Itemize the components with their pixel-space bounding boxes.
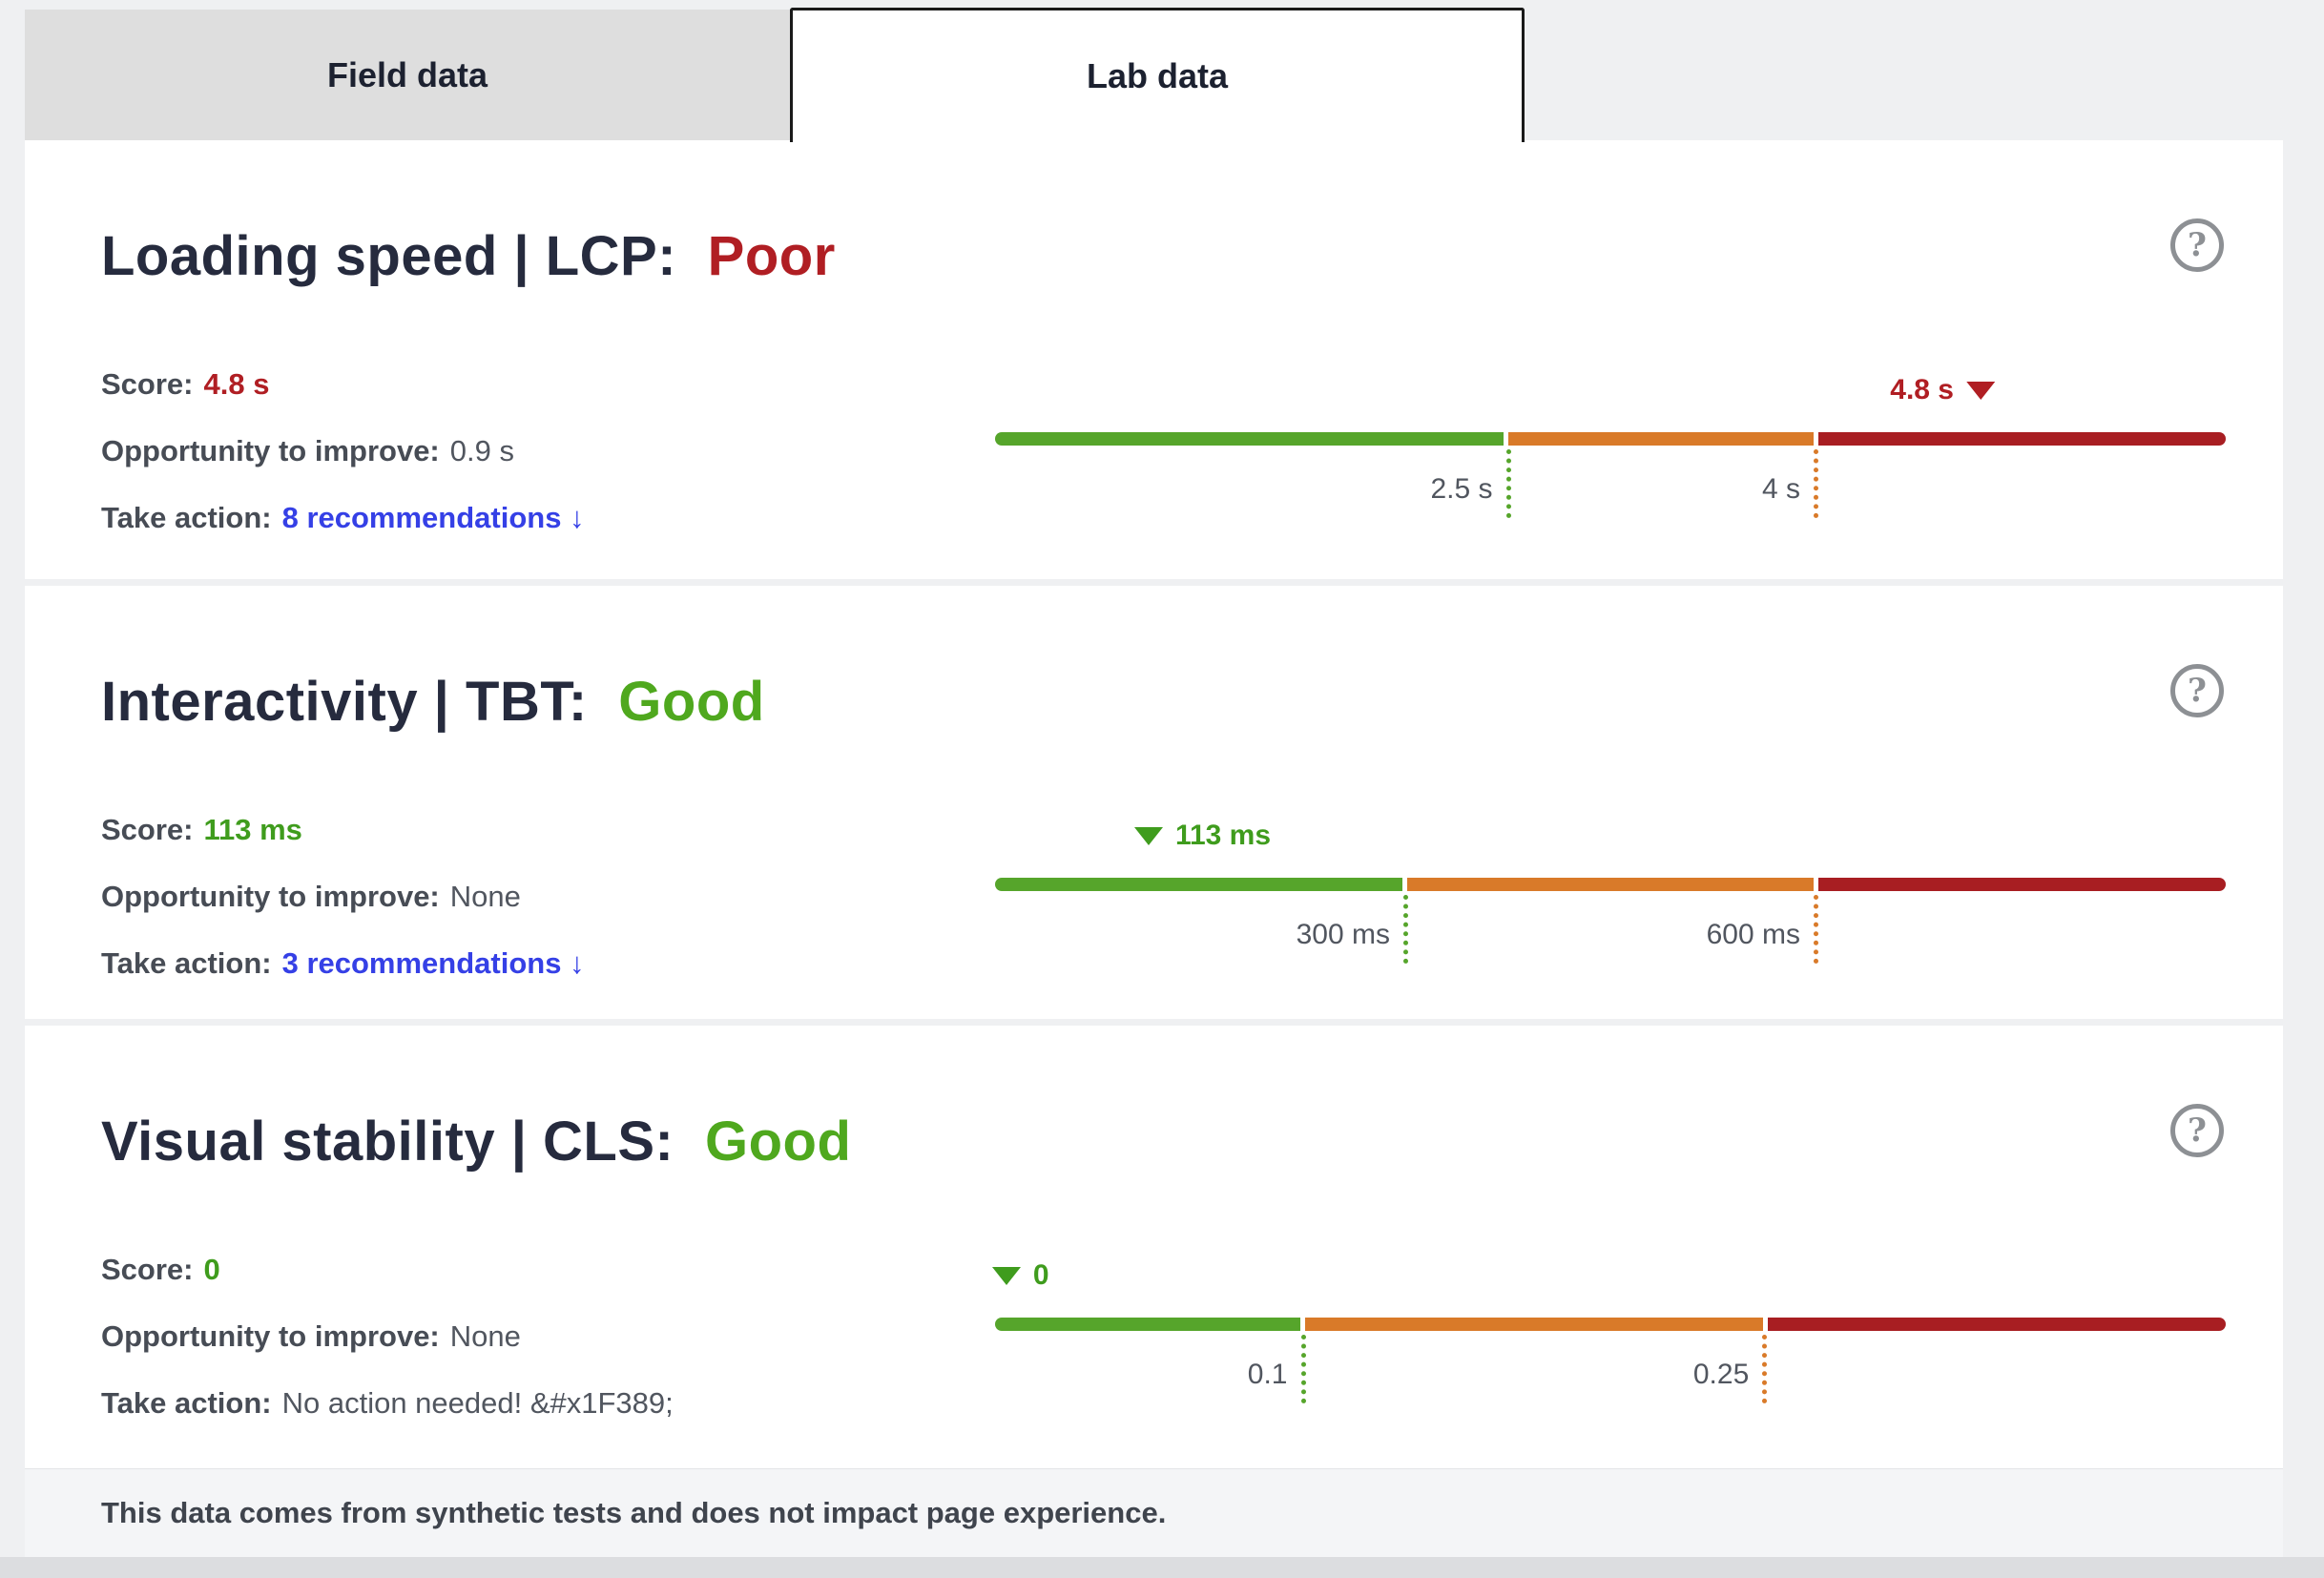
help-icon[interactable]: ? xyxy=(2170,1104,2224,1157)
threshold-line xyxy=(1403,895,1408,964)
tbt-score-row: Score: 113 ms xyxy=(101,809,302,851)
threshold-line xyxy=(1762,1335,1768,1403)
tab-field-data-label: Field data xyxy=(326,54,488,94)
threshold-tick-label: 0.25 xyxy=(1692,1359,1750,1390)
bar-track xyxy=(995,432,2226,446)
lcp-score-row: Score: 4.8 s xyxy=(101,363,269,405)
tbt-title-text: Interactivity | TBT: xyxy=(101,671,588,733)
bar-track xyxy=(995,878,2227,891)
question-mark-glyph: ? xyxy=(2188,226,2207,264)
threshold-tick-label: 300 ms xyxy=(1296,919,1390,950)
score-marker: 4.8 s xyxy=(1890,371,1995,409)
cls-take-action-row: Take action: No action needed! &#x1F389; xyxy=(101,1382,674,1424)
bar-segment-good xyxy=(995,1318,1300,1331)
tbt-take-action-row: Take action: 3 recommendations ↓ xyxy=(101,943,585,985)
take-action-label: Take action: xyxy=(101,501,272,534)
cls-threshold-bar: 0.1 0.25 0 xyxy=(991,1253,2226,1415)
tab-lab-data[interactable]: Lab data xyxy=(790,8,1525,142)
bar-segment-good xyxy=(995,432,1504,446)
score-value: 113 ms xyxy=(203,813,302,846)
footer-note: This data comes from synthetic tests and… xyxy=(101,1496,1167,1529)
threshold-line xyxy=(1814,449,1818,518)
no-action-text: No action needed! &#x1F389; xyxy=(281,1386,674,1420)
question-mark-glyph: ? xyxy=(2188,672,2207,710)
lcp-status-badge: Poor xyxy=(707,225,836,287)
score-value: 0 xyxy=(203,1253,220,1286)
page-background-strip xyxy=(0,1557,2324,1578)
metric-card-cls: Visual stability | CLS: Good ? Score: 0 … xyxy=(25,1026,2283,1468)
metric-card-tbt: Interactivity | TBT: Good ? Score: 113 m… xyxy=(25,586,2283,1019)
marker-triangle-icon xyxy=(991,1266,1021,1285)
score-label: Score: xyxy=(101,1253,194,1286)
threshold-line xyxy=(1505,449,1511,518)
cls-section-title: Visual stability | CLS: Good xyxy=(101,1110,851,1173)
threshold-tick-label: 2.5 s xyxy=(1430,473,1493,505)
opportunity-label: Opportunity to improve: xyxy=(101,1319,440,1353)
tbt-section-title: Interactivity | TBT: Good xyxy=(101,670,765,734)
marker-value: 0 xyxy=(1032,1259,1049,1291)
cls-status-badge: Good xyxy=(705,1111,852,1173)
threshold-tick-label: 600 ms xyxy=(1706,919,1800,950)
recommendations-link[interactable]: 8 recommendations ↓ xyxy=(281,501,585,534)
threshold-line xyxy=(1814,895,1818,964)
bar-segment-needs-improvement xyxy=(1406,878,1815,891)
bar-segment-needs-improvement xyxy=(1508,432,1815,446)
lcp-threshold-bar: 2.5 s 4 s 4.8 s xyxy=(995,367,2226,529)
cls-opportunity-row: Opportunity to improve: None xyxy=(101,1316,521,1358)
bar-segment-poor xyxy=(1818,878,2227,891)
score-marker: 113 ms xyxy=(1133,817,1272,855)
marker-triangle-icon xyxy=(1133,826,1163,845)
score-value: 4.8 s xyxy=(203,367,270,401)
help-icon[interactable]: ? xyxy=(2170,218,2224,272)
opportunity-value: None xyxy=(449,880,521,913)
synthetic-tests-footer: This data comes from synthetic tests and… xyxy=(25,1468,2283,1557)
bar-track xyxy=(995,1318,2226,1331)
tbt-opportunity-row: Opportunity to improve: None xyxy=(101,876,521,918)
marker-value: 4.8 s xyxy=(1890,374,1954,405)
lcp-take-action-row: Take action: 8 recommendations ↓ xyxy=(101,497,585,539)
cls-score-row: Score: 0 xyxy=(101,1249,220,1291)
metric-card-lcp: Loading speed | LCP: Poor ? Score: 4.8 s… xyxy=(25,140,2283,579)
opportunity-label: Opportunity to improve: xyxy=(101,880,440,913)
tbt-status-badge: Good xyxy=(618,671,765,733)
lcp-opportunity-row: Opportunity to improve: 0.9 s xyxy=(101,430,514,472)
recommendations-link[interactable]: 3 recommendations ↓ xyxy=(281,946,585,980)
marker-triangle-icon xyxy=(1966,381,1995,400)
opportunity-value: None xyxy=(449,1319,521,1353)
lcp-title-text: Loading speed | LCP: xyxy=(101,225,677,287)
threshold-line xyxy=(1300,1335,1306,1403)
marker-value: 113 ms xyxy=(1174,820,1272,851)
score-label: Score: xyxy=(101,367,194,401)
tab-field-data[interactable]: Field data xyxy=(25,10,790,140)
bar-segment-needs-improvement xyxy=(1305,1318,1763,1331)
cls-title-text: Visual stability | CLS: xyxy=(101,1111,674,1173)
threshold-tick-label: 0.1 xyxy=(1247,1359,1288,1390)
question-mark-glyph: ? xyxy=(2188,1111,2207,1150)
opportunity-label: Opportunity to improve: xyxy=(101,434,440,467)
opportunity-value: 0.9 s xyxy=(449,434,514,467)
threshold-tick-label: 4 s xyxy=(1761,473,1800,505)
lcp-section-title: Loading speed | LCP: Poor xyxy=(101,224,836,288)
help-icon[interactable]: ? xyxy=(2170,664,2224,717)
take-action-label: Take action: xyxy=(101,1386,272,1420)
take-action-label: Take action: xyxy=(101,946,272,980)
bar-segment-poor xyxy=(1768,1318,2226,1331)
tab-lab-data-label: Lab data xyxy=(1086,56,1229,95)
score-marker: 0 xyxy=(991,1256,1049,1295)
tbt-threshold-bar: 300 ms 600 ms 113 ms xyxy=(995,813,2227,975)
score-label: Score: xyxy=(101,813,194,846)
bar-segment-poor xyxy=(1818,432,2226,446)
bar-segment-good xyxy=(995,878,1402,891)
